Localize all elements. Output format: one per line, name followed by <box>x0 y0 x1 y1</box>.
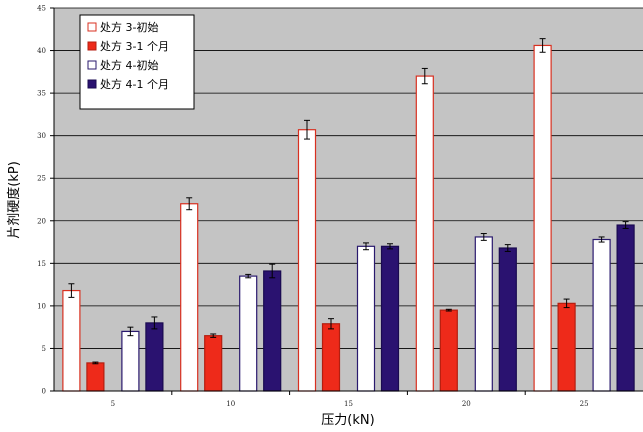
bar <box>474 236 493 392</box>
x-tick-label: 25 <box>580 400 589 408</box>
bar <box>180 203 199 392</box>
y-tick-label: 10 <box>37 302 46 310</box>
bar <box>415 75 434 392</box>
x-tick-label: 15 <box>344 400 353 408</box>
bar <box>321 323 341 392</box>
bar <box>121 330 140 392</box>
bar <box>380 245 400 392</box>
legend-swatch <box>87 41 97 51</box>
bar <box>145 322 164 392</box>
bar <box>557 302 576 392</box>
bar <box>86 362 105 392</box>
bar <box>297 129 317 392</box>
bar <box>498 247 517 392</box>
y-tick-label: 45 <box>37 5 46 13</box>
y-tick-label: 0 <box>42 388 46 396</box>
legend-label: 处方 3-1 个月 <box>100 39 169 53</box>
x-axis-ticks: 5 10 15 20 25 <box>111 391 589 408</box>
bar <box>263 270 282 392</box>
y-tick-label: 20 <box>37 217 46 225</box>
error-bars <box>68 38 629 365</box>
y-tick-label: 40 <box>37 47 46 55</box>
bar <box>356 245 376 392</box>
bar <box>592 238 611 392</box>
bar <box>204 335 223 392</box>
x-tick-label: 20 <box>462 400 471 408</box>
x-tick-label: 10 <box>226 400 235 408</box>
bar <box>616 224 635 392</box>
legend-box <box>79 14 195 110</box>
legend-swatch <box>87 79 97 89</box>
x-tick-label: 5 <box>111 400 115 408</box>
legend-swatch <box>87 22 97 32</box>
y-tick-label: 15 <box>37 260 46 268</box>
bar <box>439 309 458 392</box>
y-tick-label: 30 <box>37 132 46 140</box>
bar <box>239 275 258 392</box>
y-tick-label: 5 <box>42 345 46 353</box>
y-tick-label: 25 <box>37 175 46 183</box>
legend-label: 处方 3-初始 <box>100 20 158 34</box>
legend-swatch <box>87 60 97 70</box>
y-tick-label: 35 <box>37 90 46 98</box>
y-axis-title: 片剂硬度(kP) <box>6 161 22 239</box>
bar <box>533 44 552 392</box>
bar <box>62 289 81 392</box>
legend-label: 处方 4-初始 <box>100 58 158 72</box>
x-axis-title: 压力(kN) <box>321 413 374 428</box>
legend-label: 处方 4-1 个月 <box>100 77 169 91</box>
y-axis-ticks: 0 5 10 15 20 25 30 35 40 45 <box>37 5 54 396</box>
